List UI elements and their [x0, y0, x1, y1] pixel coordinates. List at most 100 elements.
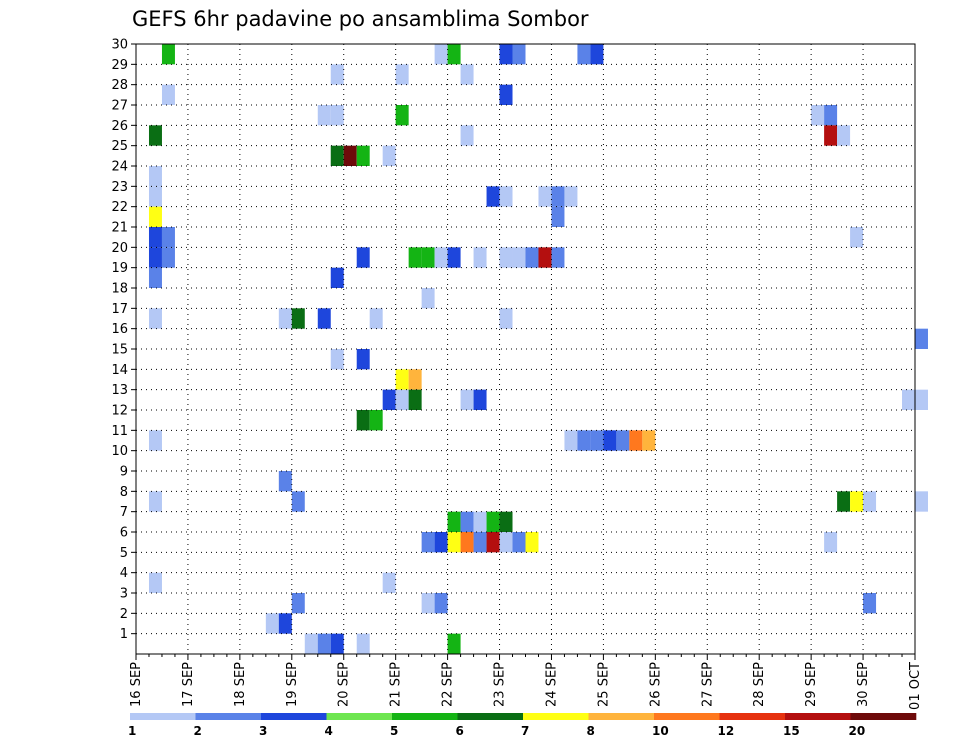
colorbar-segment [326, 713, 393, 720]
y-tick-label: 28 [111, 78, 128, 93]
precip-cell [564, 430, 578, 451]
precip-cell [304, 633, 318, 654]
y-tick-label: 5 [120, 546, 128, 561]
colorbar-label: 20 [849, 724, 866, 738]
precip-cell [343, 145, 357, 166]
colorbar-segment [850, 713, 917, 720]
precip-cell [499, 511, 513, 532]
precip-cell [148, 206, 162, 227]
precip-cell [525, 247, 539, 268]
precip-cell [499, 532, 513, 553]
precip-cell [863, 593, 877, 614]
y-tick-label: 9 [120, 465, 128, 480]
colorbar-segment [392, 713, 458, 720]
y-tick-label: 17 [111, 302, 128, 317]
precip-cell [408, 247, 422, 268]
colorbar-segment [457, 713, 524, 720]
precip-cell [447, 44, 461, 65]
x-tick-label: 01 OCT [908, 662, 923, 710]
precip-cell [551, 247, 565, 268]
precip-cell [317, 308, 331, 329]
x-tick-label: 25 SEP [596, 662, 611, 707]
precip-cell [473, 247, 487, 268]
colorbar-label: 8 [587, 724, 595, 738]
colorbar-segment [654, 713, 720, 720]
precip-cell [499, 84, 513, 105]
y-tick-label: 14 [111, 363, 128, 378]
precip-cell [148, 125, 162, 146]
colorbar-segment [261, 713, 327, 720]
precip-cell [382, 389, 396, 410]
precip-cell [486, 186, 500, 207]
precip-cell [551, 186, 565, 207]
y-tick-label: 1 [120, 627, 128, 642]
precip-cell [148, 572, 162, 593]
y-tick-label: 19 [111, 261, 128, 276]
precip-cell [447, 532, 461, 553]
precip-cell [395, 64, 409, 85]
precip-cell [486, 532, 500, 553]
precip-cell [395, 105, 409, 126]
precip-cell [369, 308, 383, 329]
precip-cell [499, 247, 513, 268]
precip-cell [863, 491, 877, 512]
precip-cell [408, 369, 422, 390]
precip-cell [330, 105, 344, 126]
x-tick-label: 30 SEP [856, 662, 871, 707]
y-tick-label: 3 [120, 587, 128, 602]
precip-cell [408, 389, 422, 410]
precip-cell [824, 125, 838, 146]
y-tick-label: 18 [111, 282, 128, 297]
colorbar-label: 2 [194, 724, 202, 738]
precip-cell [356, 633, 370, 654]
precip-cell [486, 511, 500, 532]
x-tick-label: 17 SEP [181, 662, 196, 707]
precip-cell [161, 227, 175, 248]
y-tick-label: 13 [111, 383, 128, 398]
colorbar: 1 2 3 4 5 6 7 8 10 12 15 20 [128, 713, 917, 738]
precip-cell [148, 227, 162, 248]
precip-cell [460, 389, 474, 410]
colorbar-segment [195, 713, 262, 720]
x-tick-label: 27 SEP [700, 662, 715, 707]
precip-cell [356, 410, 370, 431]
precip-cell [265, 613, 279, 634]
precip-cell [382, 145, 396, 166]
precip-cell [421, 532, 435, 553]
precip-cell [915, 328, 928, 349]
colorbar-segment [719, 713, 786, 720]
cells-layer [148, 44, 928, 654]
precip-cell [330, 267, 344, 288]
y-tick-label: 26 [111, 119, 128, 134]
precip-cell [577, 44, 591, 65]
precip-cell [148, 247, 162, 268]
precip-cell [434, 593, 448, 614]
precip-cell [447, 511, 461, 532]
precip-cell [473, 532, 487, 553]
precip-cell [564, 186, 578, 207]
precip-cell [434, 532, 448, 553]
precip-cell [811, 105, 825, 126]
precip-cell [330, 349, 344, 370]
colorbar-label: 10 [652, 724, 669, 738]
colorbar-segment [785, 713, 851, 720]
precip-cell [161, 247, 175, 268]
precip-cell [850, 227, 864, 248]
precip-cell [148, 491, 162, 512]
precip-cell [278, 308, 292, 329]
precip-cell [356, 247, 370, 268]
precip-cell [538, 247, 552, 268]
precip-cell [616, 430, 630, 451]
precip-cell [330, 64, 344, 85]
plot-frame [135, 43, 916, 655]
x-tick-label: 29 SEP [804, 662, 819, 707]
precip-cell [317, 633, 331, 654]
precip-cell [447, 247, 461, 268]
y-tick-label: 20 [111, 241, 128, 256]
precip-cell [473, 511, 487, 532]
precip-cell [278, 471, 292, 492]
precip-cell [161, 44, 175, 65]
x-tick-label: 23 SEP [493, 662, 508, 707]
x-tick-label: 19 SEP [285, 662, 300, 707]
precip-cell [824, 532, 838, 553]
